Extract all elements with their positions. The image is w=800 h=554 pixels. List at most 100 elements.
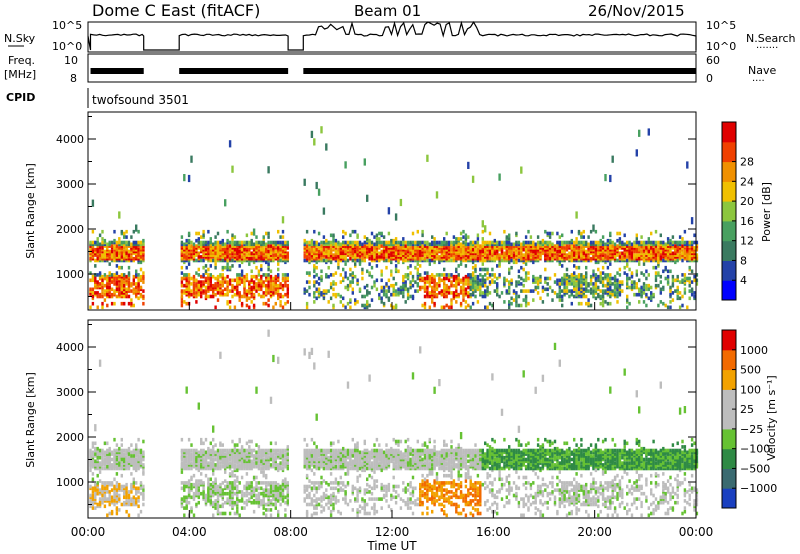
velocity-cell: [207, 461, 210, 465]
power-cell: [671, 298, 675, 302]
power-cell: [486, 271, 489, 275]
power-cell: [496, 292, 499, 297]
power-cell: [375, 287, 379, 292]
power-cell: [337, 265, 340, 270]
power-cell: [113, 291, 116, 295]
power-cell: [358, 240, 362, 245]
power-cell: [690, 269, 694, 274]
power-cell: [522, 298, 525, 302]
power-cell: [378, 240, 381, 245]
velocity-cell: [139, 448, 143, 453]
power-cell: [368, 291, 371, 295]
velocity-cell: [89, 468, 92, 473]
velocity-cell: [118, 454, 121, 458]
power-cell: [269, 274, 273, 279]
power-cell: [599, 271, 602, 275]
velocity-cell: [216, 502, 220, 507]
velocity-cell: [120, 437, 123, 442]
power-cell: [563, 255, 566, 259]
power-cell: [642, 262, 646, 266]
power-cell: [474, 294, 477, 299]
power-cell: [577, 301, 581, 306]
velocity-cell: [89, 499, 92, 503]
power-cell: [380, 278, 383, 283]
power-cell: [484, 291, 487, 295]
power-cell: [642, 282, 646, 286]
power-cell: [317, 276, 321, 281]
power-cell: [382, 235, 386, 239]
velocity-cell: [123, 490, 126, 494]
velocity-cell: [137, 495, 140, 500]
power-cell: [356, 258, 359, 263]
power-cell: [428, 274, 431, 279]
power-cell: [662, 285, 665, 290]
power-cell: [349, 267, 352, 272]
power-cell: [604, 253, 607, 257]
power-cell: [363, 285, 366, 290]
power-cell: [378, 296, 381, 301]
power-cell: [462, 276, 465, 281]
freq-band-2: [303, 68, 696, 74]
power-cell: [183, 174, 186, 182]
power-cell: [274, 301, 277, 306]
velocity-cell: [115, 448, 119, 453]
power-cell: [548, 255, 552, 259]
power-cell: [493, 280, 496, 284]
velocity-cell: [216, 499, 220, 503]
power-cell: [380, 249, 383, 254]
power-cell: [462, 229, 465, 234]
power-cell: [224, 242, 227, 247]
power-cell: [351, 273, 354, 277]
power-cell: [459, 289, 463, 293]
power-cell: [467, 282, 470, 286]
power-cell: [561, 255, 564, 259]
power-cell: [250, 291, 253, 295]
velocity-cell: [113, 499, 116, 503]
power-cell: [443, 305, 446, 310]
power-cell: [380, 273, 383, 277]
velocity-cell: [135, 463, 138, 467]
velocity-cell: [130, 443, 133, 447]
velocity-cell: [214, 502, 217, 507]
power-cell: [481, 220, 484, 228]
power-cell: [638, 287, 641, 292]
power-cell: [363, 240, 366, 245]
power-cell: [332, 255, 335, 259]
power-cell: [570, 246, 573, 250]
power-cell: [633, 240, 636, 245]
power-cell: [695, 253, 699, 257]
power-cell: [638, 255, 641, 259]
power-cell: [248, 262, 251, 266]
power-cell: [558, 240, 561, 245]
velocity-cell: [120, 488, 123, 492]
power-cell: [120, 287, 123, 292]
power-cell: [568, 251, 571, 256]
power-cell: [286, 240, 289, 245]
power-cell: [392, 287, 395, 292]
power-cell: [416, 240, 419, 245]
power-cell: [238, 240, 241, 245]
power-cell: [308, 256, 311, 261]
power-cell: [517, 294, 521, 299]
power-cell: [404, 283, 407, 288]
power-cell: [183, 300, 186, 304]
velocity-cell: [212, 454, 215, 458]
power-cell: [200, 240, 203, 245]
velocity-cell: [137, 513, 140, 518]
power-cell: [597, 292, 600, 297]
power-cell: [190, 244, 193, 248]
power-cell: [394, 289, 398, 293]
power-cell: [573, 282, 576, 286]
power-cell: [130, 298, 133, 302]
velocity-cell: [180, 497, 184, 501]
power-cell: [103, 276, 107, 281]
power-cell: [404, 255, 407, 259]
power-cell: [678, 253, 682, 257]
velocity-cell: [190, 508, 193, 512]
power-cell: [580, 246, 583, 250]
power-cell: [462, 285, 465, 290]
power-cell: [195, 300, 198, 304]
power-cell: [628, 240, 631, 245]
power-cell: [265, 283, 268, 288]
power-cell: [664, 242, 667, 247]
